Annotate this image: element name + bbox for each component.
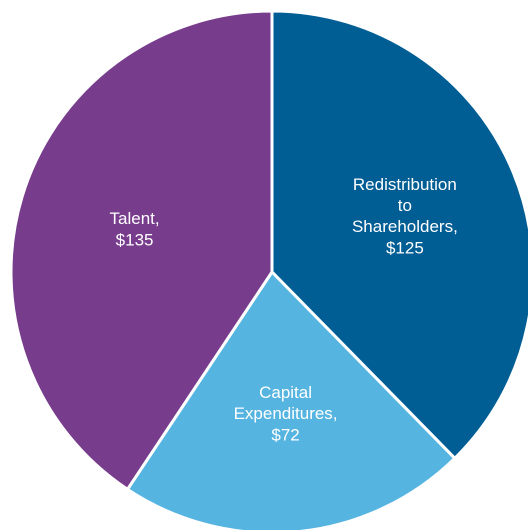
category-label: Redistribution to Shareholders, bbox=[352, 176, 458, 237]
category-label: Capital Expenditures, bbox=[234, 383, 338, 423]
slice-label: Capital Expenditures, $72 bbox=[234, 383, 338, 444]
pie-slice bbox=[125, 269, 457, 530]
slice-label: Redistribution to Shareholders, $125 bbox=[352, 176, 458, 258]
category-label: Talent, bbox=[110, 209, 160, 228]
pie-slice bbox=[9, 9, 274, 492]
value-label: $72 bbox=[271, 425, 299, 444]
pie-slice bbox=[270, 9, 528, 461]
slice-label: Talent, $135 bbox=[110, 209, 160, 249]
value-label: $125 bbox=[386, 239, 424, 258]
value-label: $135 bbox=[116, 230, 154, 249]
